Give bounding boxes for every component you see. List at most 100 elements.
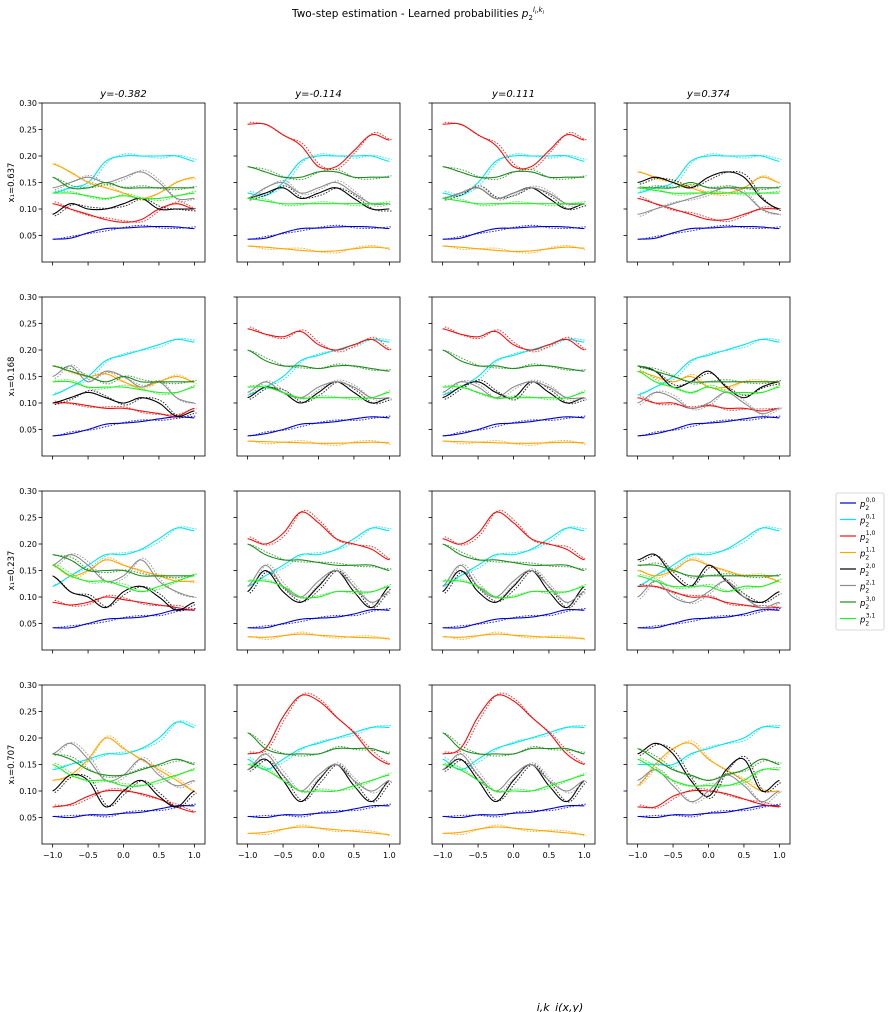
x-tick-label: −1.0 bbox=[433, 851, 452, 860]
column-title: y=-0.114 bbox=[294, 89, 342, 100]
series-reference-5 bbox=[444, 379, 587, 401]
series-line-5 bbox=[442, 564, 585, 603]
x-tick-label: 0.5 bbox=[543, 851, 556, 860]
series-line-0 bbox=[442, 225, 585, 240]
series-reference-2 bbox=[444, 121, 587, 171]
series-line-6 bbox=[52, 753, 195, 777]
series-reference-6 bbox=[639, 366, 782, 385]
series-reference-6 bbox=[444, 732, 587, 757]
series-line-5 bbox=[442, 187, 585, 206]
series-reference-4 bbox=[639, 171, 782, 212]
series-reference-2 bbox=[444, 326, 587, 353]
subplot-r2-c1 bbox=[233, 490, 401, 654]
series-reference-4 bbox=[639, 367, 782, 397]
series-reference-5 bbox=[444, 563, 587, 605]
subplot-r1-c1 bbox=[233, 296, 401, 460]
series-line-7 bbox=[52, 564, 195, 593]
x-tick-label: −1.0 bbox=[43, 851, 62, 860]
series-line-0 bbox=[52, 416, 195, 437]
series-line-2 bbox=[442, 511, 585, 561]
series-line-1 bbox=[52, 527, 195, 587]
subplot-r3-c0: 0.05 0.10 0.15 0.20 0.25 0.30 −1.0 −0.5 0.0 0.5 1.… bbox=[7, 681, 206, 860]
y-tick-label: 0.05 bbox=[19, 620, 37, 629]
series-reference-3 bbox=[639, 171, 782, 197]
x-tick-label: 0.0 bbox=[117, 851, 130, 860]
axes-frame bbox=[626, 490, 791, 651]
series-reference-3 bbox=[54, 163, 197, 201]
y-tick-label: 0.30 bbox=[19, 99, 37, 108]
legend-item-2: p21,0 bbox=[840, 530, 875, 545]
x-tick-label: 1.0 bbox=[383, 851, 396, 860]
series-reference-2 bbox=[639, 584, 782, 608]
series-line-4 bbox=[442, 758, 585, 803]
series-reference-1 bbox=[249, 153, 392, 196]
series-reference-2 bbox=[444, 692, 587, 765]
series-reference-1 bbox=[54, 526, 197, 586]
series-line-7 bbox=[247, 580, 390, 599]
series-line-0 bbox=[637, 805, 780, 819]
subplot-r1-c3 bbox=[623, 296, 791, 460]
series-reference-1 bbox=[444, 526, 587, 586]
series-line-5 bbox=[637, 391, 780, 415]
series-reference-4 bbox=[444, 379, 587, 405]
x-tick-label: 0.0 bbox=[312, 851, 325, 860]
legend-label: p23,0 bbox=[859, 596, 875, 611]
series-line-7 bbox=[637, 370, 780, 394]
axes-frame bbox=[41, 102, 206, 263]
y-tick-label: 0.10 bbox=[19, 593, 37, 602]
y-tick-label: 0.30 bbox=[19, 681, 37, 690]
legend-label: p22,0 bbox=[859, 563, 875, 578]
series-line-4 bbox=[247, 187, 390, 211]
series-line-4 bbox=[247, 758, 390, 803]
series-reference-4 bbox=[444, 759, 587, 803]
series-reference-4 bbox=[54, 390, 197, 418]
subplot-r3-c2: −1.0 −0.5 0.0 0.5 1.0 bbox=[428, 684, 596, 860]
series-reference-3 bbox=[54, 735, 197, 794]
series-reference-3 bbox=[639, 370, 782, 391]
series-line-1 bbox=[247, 155, 390, 197]
series-reference-5 bbox=[249, 752, 392, 794]
y-tick-label: 0.05 bbox=[19, 814, 37, 823]
y-tick-label: 0.15 bbox=[19, 567, 37, 576]
series-reference-3 bbox=[444, 824, 587, 837]
series-reference-5 bbox=[249, 563, 392, 605]
series-line-5 bbox=[247, 381, 390, 400]
series-line-6 bbox=[52, 554, 195, 577]
series-reference-6 bbox=[54, 366, 197, 385]
series-reference-0 bbox=[249, 415, 392, 437]
series-reference-1 bbox=[444, 725, 587, 770]
series-reference-7 bbox=[444, 384, 587, 401]
subplot-r2-c0: 0.05 0.10 0.15 0.20 0.25 0.30 x₁=0.237 bbox=[7, 487, 206, 654]
legend-label: p20,0 bbox=[859, 497, 875, 512]
column-title: y=0.111 bbox=[491, 89, 535, 100]
series-line-0 bbox=[247, 805, 390, 819]
series-line-3 bbox=[442, 826, 585, 836]
bottom-caption: i,k_i(x,y) bbox=[537, 1001, 584, 1012]
y-tick-label: 0.05 bbox=[19, 232, 37, 241]
legend-item-4: p22,0 bbox=[840, 563, 875, 578]
series-reference-4 bbox=[444, 185, 587, 211]
series-line-5 bbox=[442, 381, 585, 400]
series-reference-2 bbox=[639, 395, 782, 411]
legend-label: p22,1 bbox=[859, 580, 875, 595]
series-line-7 bbox=[52, 380, 195, 394]
series-line-3 bbox=[637, 742, 780, 793]
column-title: y=-0.382 bbox=[99, 89, 147, 100]
series-reference-6 bbox=[249, 732, 392, 757]
series-reference-4 bbox=[249, 759, 392, 803]
legend-item-7: p23,1 bbox=[840, 613, 875, 628]
series-line-1 bbox=[247, 726, 390, 771]
x-tick-label: 1.0 bbox=[578, 851, 591, 860]
series-line-6 bbox=[52, 365, 195, 383]
series-line-4 bbox=[52, 391, 195, 417]
x-tick-label: 0.5 bbox=[348, 851, 361, 860]
series-reference-7 bbox=[249, 196, 392, 207]
row-label: x₁=0.707 bbox=[7, 745, 17, 785]
subplot-r2-c2 bbox=[428, 490, 596, 654]
y-tick-label: 0.20 bbox=[19, 540, 37, 549]
series-line-4 bbox=[637, 365, 780, 399]
series-reference-7 bbox=[639, 369, 782, 395]
series-reference-6 bbox=[54, 177, 197, 191]
series-reference-2 bbox=[54, 594, 197, 611]
legend-label: p21,0 bbox=[859, 530, 875, 545]
